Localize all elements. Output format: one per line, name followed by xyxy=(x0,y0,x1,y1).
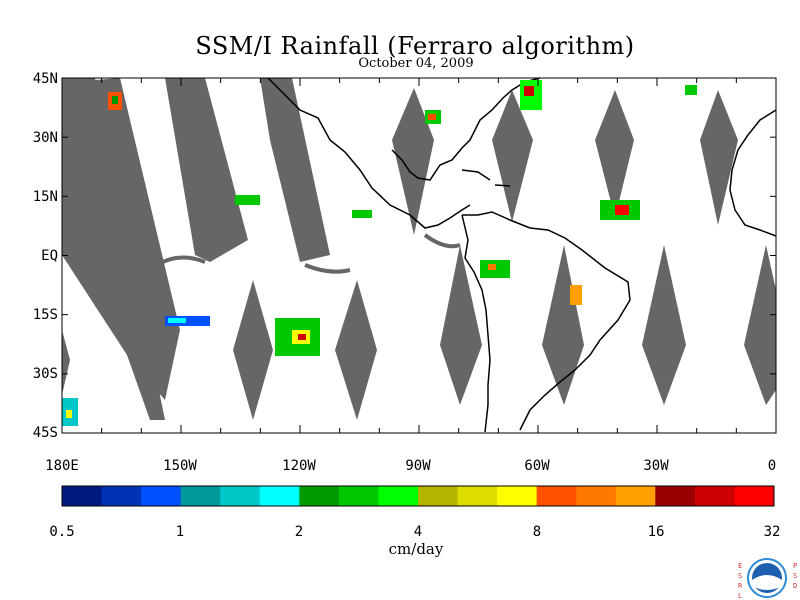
swath-gap xyxy=(335,280,377,420)
lon-label: 120W xyxy=(282,458,316,474)
colorbar-swatch xyxy=(141,486,182,506)
colorbar-swatch xyxy=(536,486,577,506)
swath-gap xyxy=(440,245,482,405)
colorbar-tick-label: 2 xyxy=(295,524,303,540)
logo-letter: L xyxy=(738,592,742,600)
colorbar-swatch xyxy=(101,486,142,506)
logo-letter: E xyxy=(738,562,742,570)
swath-arc xyxy=(423,233,461,249)
colorbar-swatch xyxy=(655,486,696,506)
swath-gap xyxy=(492,90,533,222)
coastline xyxy=(267,77,777,433)
swath-gap xyxy=(165,78,248,262)
logo-letter: S xyxy=(793,572,797,580)
axis-ticks xyxy=(61,77,777,434)
logo-letter: S xyxy=(738,572,742,580)
map-title: SSM/I Rainfall (Ferraro algorithm) xyxy=(195,32,635,60)
lon-label: 180E xyxy=(45,458,79,474)
colorbar-swatch xyxy=(615,486,656,506)
longitude-labels: 180E 150W 120W 90W 60W 30W 0 xyxy=(45,458,776,474)
swath-gap xyxy=(392,88,434,235)
latitude-labels: 45N 30N 15N EQ 15S 30S 45S xyxy=(33,71,58,441)
swath-gap xyxy=(95,78,180,400)
swath-gap xyxy=(233,280,273,420)
swath-gap xyxy=(744,245,776,405)
rain-patch xyxy=(298,334,306,340)
rain-patch xyxy=(428,114,436,120)
colorbar-swatch xyxy=(694,486,735,506)
colorbar-frame xyxy=(61,485,775,507)
lon-label: 90W xyxy=(405,458,431,474)
north-america-coast xyxy=(267,77,471,229)
africa-coast xyxy=(729,109,777,237)
lat-label: 45N xyxy=(33,71,58,87)
colorbar-swatch xyxy=(180,486,221,506)
lat-label: 15S xyxy=(33,307,58,323)
lat-label: 45S xyxy=(33,425,58,441)
colorbar-tick-label: 1 xyxy=(176,524,184,540)
colorbar-swatch xyxy=(576,486,617,506)
rain-patch xyxy=(168,318,186,323)
colorbar xyxy=(61,485,775,507)
rain-patch xyxy=(685,85,697,95)
logo-letter: P xyxy=(793,562,797,570)
colorbar-swatch xyxy=(418,486,459,506)
rain-patch xyxy=(524,86,534,96)
swath-gap xyxy=(595,90,634,218)
colorbar-swatch xyxy=(338,486,379,506)
colorbar-unit: cm/day xyxy=(388,540,444,558)
swath-gap xyxy=(542,245,584,405)
rain-patch xyxy=(165,316,210,326)
logo-letter: R xyxy=(738,582,743,590)
lat-label: 30N xyxy=(33,130,58,146)
rain-patch xyxy=(615,205,629,215)
colorbar-tick-label: 0.5 xyxy=(49,524,74,540)
colorbar-tick-label: 32 xyxy=(764,524,781,540)
rain-patch xyxy=(352,210,372,218)
map-date: October 04, 2009 xyxy=(358,56,474,71)
lon-label: 0 xyxy=(768,458,776,474)
swath-gap xyxy=(260,78,330,262)
lat-label: 15N xyxy=(33,189,58,205)
colorbar-swatch xyxy=(299,486,340,506)
colorbar-tick-label: 4 xyxy=(414,524,422,540)
colorbar-swatch xyxy=(497,486,538,506)
colorbar-swatch xyxy=(457,486,498,506)
noaa-logo-icon: E S R L P S D xyxy=(738,558,797,600)
swath-arc xyxy=(304,263,351,274)
missing-data-swaths xyxy=(62,78,776,420)
rain-patch xyxy=(112,96,118,104)
caribbean-islands xyxy=(461,169,511,187)
lat-label: 30S xyxy=(33,366,58,382)
colorbar-tick-label: 16 xyxy=(648,524,665,540)
colorbar-swatch xyxy=(62,486,103,506)
logo-letter: D xyxy=(793,582,797,590)
south-america-coast xyxy=(462,211,631,431)
swath-gap xyxy=(700,90,738,225)
rainfall-patches xyxy=(62,80,697,426)
colorbar-swatch xyxy=(378,486,419,506)
rain-patch xyxy=(66,410,72,418)
lon-label: 150W xyxy=(163,458,197,474)
swath-gap xyxy=(62,330,70,395)
lon-label: 30W xyxy=(643,458,669,474)
south-america-west-coast xyxy=(461,214,491,433)
rain-patch xyxy=(488,264,496,270)
lon-label: 60W xyxy=(524,458,550,474)
colorbar-labels: 0.5 1 2 4 8 16 32 xyxy=(49,524,780,540)
colorbar-swatch xyxy=(220,486,261,506)
colorbar-swatch xyxy=(259,486,300,506)
colorbar-tick-label: 8 xyxy=(533,524,541,540)
colorbar-swatch xyxy=(734,486,775,506)
lat-label: EQ xyxy=(41,248,58,264)
rain-patch xyxy=(235,195,260,205)
swath-arc xyxy=(148,255,206,272)
swath-gap xyxy=(642,245,686,405)
gulf-coast xyxy=(391,77,541,181)
rain-patch xyxy=(570,285,582,305)
